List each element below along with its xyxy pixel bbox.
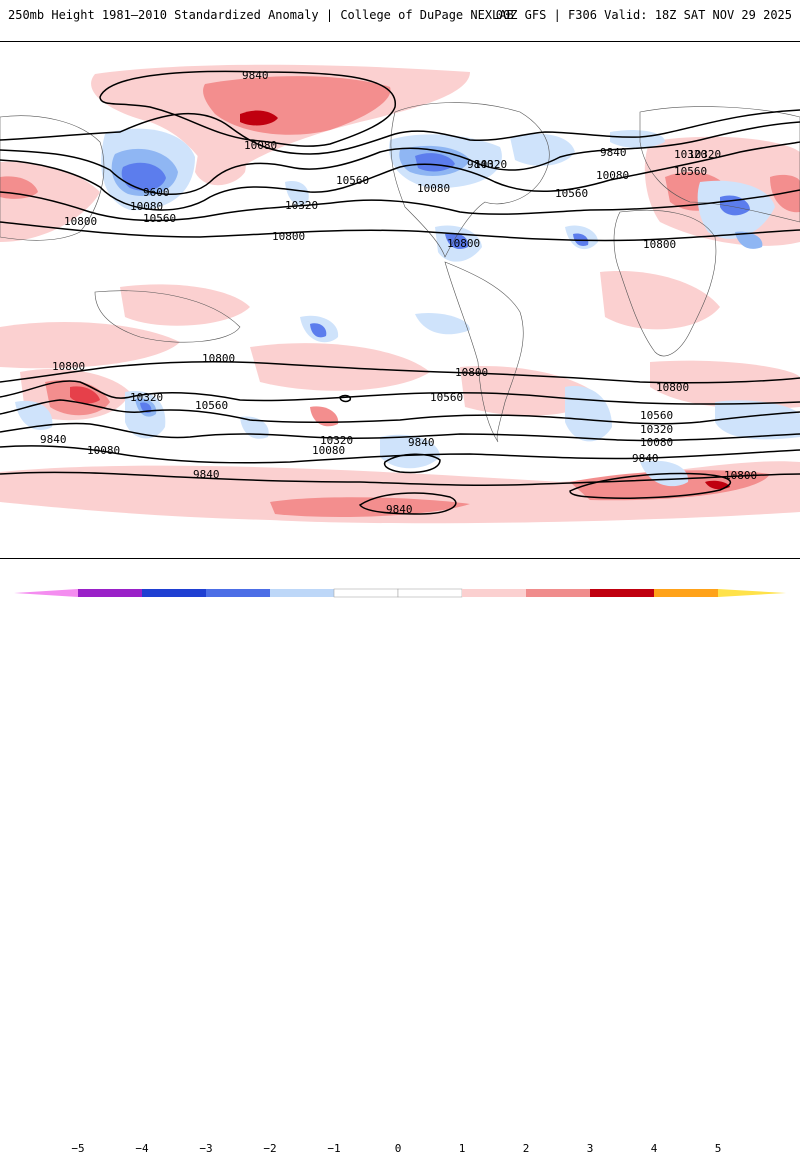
contour-labels: 9840 10080 10560 10320 9600 10080 10560 … — [40, 69, 757, 516]
contour-label: 10320 — [688, 148, 721, 161]
colorbar-tick-label: 4 — [650, 1142, 658, 1155]
colorbar-legend: −5 −4 −3 −2 −1 0 1 2 3 4 5 — [0, 565, 800, 1155]
contour-label: 10080 — [417, 182, 450, 195]
contour-label: 9840 — [467, 158, 494, 171]
colorbar-tick-label: 0 — [394, 1142, 402, 1155]
contour-label: 10800 — [643, 238, 676, 251]
colorbar-segment — [462, 589, 526, 597]
contour-label: 10320 — [130, 391, 163, 404]
colorbar-segment — [654, 589, 718, 597]
contour-label: 10080 — [130, 200, 163, 213]
colorbar-segment — [590, 589, 654, 597]
anomaly-area — [285, 181, 309, 206]
contour-label: 10800 — [272, 230, 305, 243]
contour-label: 9840 — [193, 468, 220, 481]
contour-label: 9840 — [386, 503, 413, 516]
anomaly-area — [0, 161, 100, 242]
contour-label: 10800 — [202, 352, 235, 365]
colorbar-segment — [142, 589, 206, 597]
anomaly-area — [0, 322, 180, 369]
contour-label: 10080 — [244, 139, 277, 152]
anomaly-area — [565, 386, 612, 442]
anomaly-area — [310, 323, 327, 338]
map-title: 250mb Height 1981–2010 Standardized Anom… — [8, 8, 514, 22]
colorbar-tick-label: 2 — [522, 1142, 530, 1155]
anomaly-area — [310, 406, 339, 427]
colorbar-tick-label: −3 — [199, 1142, 213, 1155]
colorbar-segment — [78, 589, 142, 597]
colorbar-tick-label: −5 — [71, 1142, 85, 1155]
contour-label: 9840 — [40, 433, 67, 446]
colorbar-tick-label: −2 — [263, 1142, 277, 1155]
contour-label: 10560 — [195, 399, 228, 412]
contour-label: 10800 — [64, 215, 97, 228]
anomaly-area — [380, 434, 440, 469]
anomaly-area — [415, 312, 470, 335]
height-contours — [0, 70, 800, 515]
model-run-info: 00Z GFS | F306 Valid: 18Z SAT NOV 29 202… — [495, 8, 792, 22]
anomaly-area — [715, 400, 800, 440]
anomaly-area — [240, 110, 278, 126]
anomaly-area — [705, 480, 730, 490]
contour-label: 10320 — [320, 434, 353, 447]
contour-label: 10560 — [143, 212, 176, 225]
colorbar-segment — [206, 589, 270, 597]
contour-label: 10080 — [87, 444, 120, 457]
colorbar-segment — [718, 589, 786, 597]
contour-label: 10320 — [674, 148, 707, 161]
anomaly-area — [445, 232, 469, 250]
map-canvas: 9840 10080 10560 10320 9600 10080 10560 … — [0, 64, 800, 524]
colorbar-tick-label: 3 — [586, 1142, 594, 1155]
contour-label: 9840 — [408, 436, 435, 449]
anomaly-area — [510, 133, 575, 166]
contour-label: 9600 — [143, 186, 170, 199]
colorbar-tick-label: 1 — [458, 1142, 466, 1155]
contour-label: 10560 — [430, 391, 463, 404]
anomaly-area — [600, 271, 720, 330]
anomaly-area — [0, 461, 800, 524]
colorbar-segment — [397, 588, 463, 598]
anomaly-area — [650, 360, 800, 409]
colorbar-segment — [333, 588, 399, 598]
contour-label: 10080 — [640, 436, 673, 449]
contour-label: 10560 — [336, 174, 369, 187]
map-panel: 9840 10080 10560 10320 9600 10080 10560 … — [0, 41, 800, 559]
contour-label: 10800 — [656, 381, 689, 394]
colorbar-segment — [270, 589, 334, 597]
contour-label: 10800 — [455, 366, 488, 379]
colorbar-segment — [14, 589, 78, 597]
map-header: 250mb Height 1981–2010 Standardized Anom… — [0, 0, 800, 30]
contour-label: 10320 — [474, 158, 507, 171]
anomaly-area — [415, 153, 455, 172]
anomaly-area — [610, 130, 665, 148]
anomaly-area — [240, 416, 269, 439]
contour-label: 9840 — [632, 452, 659, 465]
contour-label: 10800 — [52, 360, 85, 373]
contour-label: 10560 — [640, 409, 673, 422]
contour-label: 10320 — [640, 423, 673, 436]
anomaly-area — [270, 497, 470, 517]
negative-anomaly-shading — [15, 128, 800, 487]
colorbar — [14, 588, 786, 598]
contour-label: 10800 — [447, 237, 480, 250]
anomaly-area — [121, 162, 166, 191]
colorbar-segment — [526, 589, 590, 597]
contour-label: 10560 — [674, 165, 707, 178]
colorbar-tick-label: −1 — [327, 1142, 341, 1155]
anomaly-area — [120, 284, 250, 326]
anomaly-area — [735, 231, 763, 249]
contour-label: 9840 — [242, 69, 269, 82]
contour-label: 10080 — [312, 444, 345, 457]
contour-label: 10320 — [285, 199, 318, 212]
anomaly-area — [195, 141, 246, 186]
contour-label: 10800 — [724, 469, 757, 482]
contour-label: 10560 — [555, 187, 588, 200]
colorbar-tick-label: −4 — [135, 1142, 149, 1155]
anomaly-area — [70, 386, 100, 404]
coastline-outlines — [0, 102, 800, 443]
anomaly-area — [720, 195, 750, 216]
contour-label: 9840 — [600, 146, 627, 159]
contour-label: 10080 — [596, 169, 629, 182]
colorbar-tick-label: 5 — [714, 1142, 722, 1155]
